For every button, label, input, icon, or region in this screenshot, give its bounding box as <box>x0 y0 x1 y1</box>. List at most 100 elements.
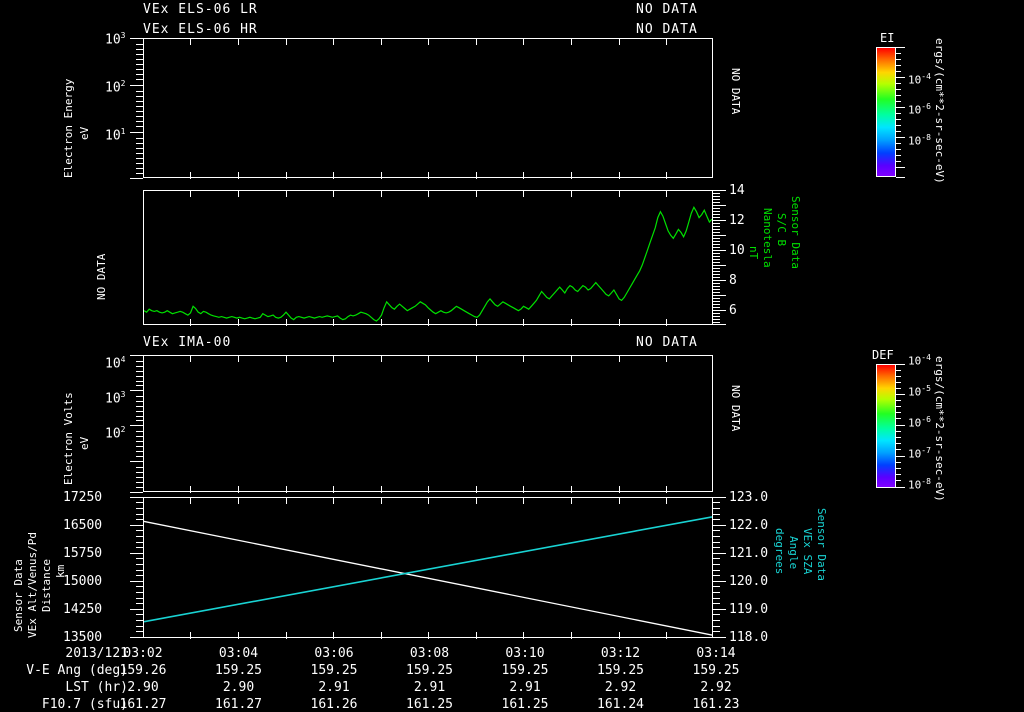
bottom-cell-time-3: 03:08 <box>409 646 450 661</box>
colorbar-ei-ticklabel-2: 10-8 <box>908 133 931 148</box>
panel4-ylabel-right-degrees: degrees <box>773 528 786 575</box>
bottom-cell-f107-3: 161.25 <box>406 697 453 712</box>
panel4-ytick-left-0: 17250 <box>63 490 103 505</box>
bottom-cell-time-4: 03:10 <box>505 646 545 661</box>
panel4-right-yaxis-ticks <box>713 497 726 638</box>
panel2-ytick-2: 10 <box>729 243 745 258</box>
bottom-row-label-lst: LST (hr) <box>65 680 128 695</box>
panel3-ytick-1: 103 <box>105 390 126 407</box>
bottom-parameter-table: 2013/121 V-E Ang (deg) LST (hr) F10.7 (s… <box>0 640 1024 712</box>
panel-electron-energy-spectrogram[interactable] <box>143 38 713 178</box>
panel2-ytick-3: 8 <box>729 273 737 288</box>
panel4-xaxis-ticks <box>190 497 667 639</box>
panel4-ylabel-sensor-data: Sensor Data <box>12 559 25 632</box>
colorbar-ei-ticks <box>896 47 905 178</box>
panel-altitude-sza[interactable] <box>143 497 713 638</box>
panel4-ytick-left-2: 15750 <box>63 546 103 561</box>
bottom-cell-f107-5: 161.24 <box>597 697 644 712</box>
panel2-ytick-1: 12 <box>729 213 745 228</box>
bottom-cell-ve-ang-3: 159.25 <box>406 663 453 678</box>
bottom-cell-ve-ang-0: 159.26 <box>119 663 167 678</box>
bottom-row-label-ve-ang: V-E Ang (deg) <box>26 663 128 678</box>
panel2-ylabel-nanotesla: Nanotesla <box>761 208 774 268</box>
bottom-cell-f107-4: 161.25 <box>501 697 549 712</box>
bottom-cell-f107-0: 161.27 <box>119 697 167 712</box>
panel3-ylabel: Electron Volts <box>62 392 75 485</box>
panel4-ylabel-right-sensor-data: Sensor Data <box>815 508 828 581</box>
bottom-cell-time-2: 03:06 <box>314 646 354 661</box>
panel1-ylabel: Electron Energy <box>62 78 75 178</box>
colorbar-def-ticklabel-4: 10-8 <box>908 477 931 492</box>
colorbar-def-ticks <box>896 364 905 488</box>
panel1-yaxis-ticks <box>130 38 143 179</box>
panel2-ylabel-sensor-data: Sensor Data <box>789 196 802 269</box>
colorbar-ei-unit-label: ergs/(cm**2-sr-sec-eV) <box>933 38 946 184</box>
bottom-cell-lst-6: 2.92 <box>700 680 732 695</box>
panel2-xaxis-ticks <box>190 190 667 326</box>
panel2-ylabel-sc-b: S/C B <box>775 213 788 247</box>
panel1-header-right-hr: NO DATA <box>636 22 698 37</box>
colorbar-def-ticklabel-3: 10-7 <box>908 446 931 461</box>
panel1-yunits: eV <box>78 126 91 140</box>
bottom-cell-ve-ang-6: 159.25 <box>692 663 740 678</box>
panel1-ytick-0: 103 <box>105 31 126 48</box>
bottom-cell-time-6: 03:14 <box>696 646 736 661</box>
altitude-sza-traces <box>144 516 712 636</box>
panel3-ytick-0: 104 <box>105 355 126 372</box>
bottom-cell-lst-2: 2.91 <box>318 680 350 695</box>
panel1-header-left-hr: VEx ELS-06 HR <box>143 22 258 37</box>
panel4-ytick-left-1: 16500 <box>63 518 103 533</box>
colorbar-def-title: DEF <box>872 348 894 362</box>
panel4-ylabel-alt-venus-pd: VEx Alt/Venus/Pd <box>26 532 39 638</box>
colorbar-def-ticklabel-1: 10-5 <box>908 384 931 399</box>
panel4-ytick-right-2: 121.0 <box>729 546 769 561</box>
colorbar-ei-ticklabel-0: 10-4 <box>908 72 931 87</box>
panel4-ytick-right-3: 120.0 <box>729 574 769 589</box>
colorbar-def-gradient <box>876 364 896 488</box>
bottom-cell-f107-1: 161.27 <box>215 697 262 712</box>
bottom-cell-time-5: 03:12 <box>600 646 641 661</box>
colorbar-def-unit-label: ergs/(cm**2-sr-sec-eV) <box>933 356 946 502</box>
panel3-ytick-2: 102 <box>105 425 126 442</box>
panel4-ylabel-km: km <box>54 564 67 578</box>
bottom-cell-time-1: 03:04 <box>218 646 259 661</box>
bottom-cell-ve-ang-4: 159.25 <box>501 663 549 678</box>
panel-magnetic-field[interactable] <box>143 190 713 325</box>
bottom-cell-lst-0: 2.90 <box>127 680 159 695</box>
panel1-xaxis-ticks <box>190 38 667 179</box>
panel1-ytick-1: 102 <box>105 79 126 96</box>
panel4-ylabel-distance: Distance <box>40 559 53 612</box>
panel4-ytick-right-1: 122.0 <box>729 518 769 533</box>
panel2-left-nodata: NO DATA <box>95 253 108 300</box>
panel4-ytick-left-3: 15000 <box>63 574 103 589</box>
colorbar-ei-title: EI <box>880 31 895 45</box>
bottom-cell-lst-4: 2.91 <box>509 680 541 695</box>
bottom-row-label-date: 2013/121 <box>65 646 128 661</box>
bottom-cell-lst-1: 2.90 <box>222 680 255 695</box>
panel2-yaxis-ticks <box>713 190 726 325</box>
panel1-header-right-lr: NO DATA <box>636 2 698 17</box>
bottom-cell-f107-2: 161.26 <box>310 697 358 712</box>
panel1-right-nodata: NO DATA <box>729 68 742 115</box>
bottom-cell-lst-3: 2.91 <box>413 680 446 695</box>
panel2-ytick-0: 14 <box>729 183 745 198</box>
bottom-cell-ve-ang-5: 159.25 <box>597 663 644 678</box>
panel1-header-left-lr: VEx ELS-06 LR <box>143 2 258 17</box>
panel3-right-nodata: NO DATA <box>729 385 742 432</box>
panel4-ylabel-right-sza: VEx SZA <box>801 528 814 575</box>
bottom-cell-ve-ang-1: 159.25 <box>215 663 262 678</box>
panel4-left-yaxis-ticks <box>130 497 143 638</box>
panel4-ylabel-right-angle: Angle <box>787 536 800 570</box>
panel1-ytick-2: 101 <box>105 127 126 144</box>
panel3-yaxis-ticks <box>130 355 143 493</box>
bottom-cell-time-0: 03:02 <box>123 646 163 661</box>
bottom-cell-lst-5: 2.92 <box>604 680 637 695</box>
panel3-header-right: NO DATA <box>636 335 698 350</box>
panel3-yunits: eV <box>78 436 91 450</box>
bottom-cell-f107-6: 161.23 <box>692 697 740 712</box>
panel-electron-volts-spectrogram[interactable] <box>143 355 713 492</box>
panel4-ytick-left-4: 14250 <box>63 602 103 617</box>
panel3-header-left: VEx IMA-00 <box>143 335 232 350</box>
colorbar-ei-ticklabel-1: 10-6 <box>908 102 931 117</box>
colorbar-def-ticklabel-0: 10-4 <box>908 353 931 368</box>
